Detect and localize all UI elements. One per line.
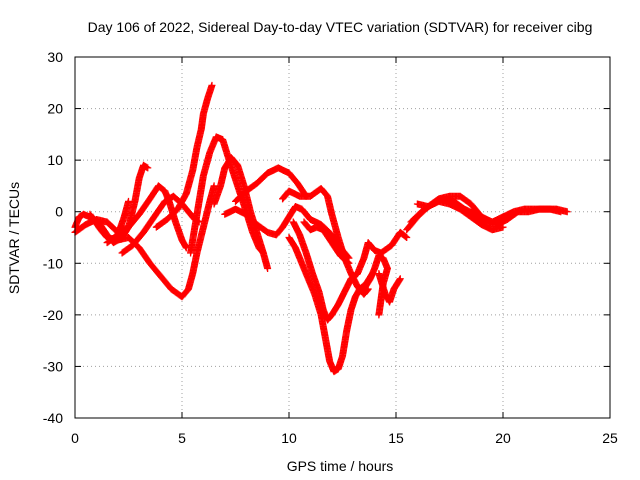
y-tick-label: 10: [47, 152, 63, 168]
x-axis-label: GPS time / hours: [287, 458, 394, 474]
data-point: [208, 81, 216, 89]
data-points: [71, 81, 571, 376]
series-track-14: [300, 218, 353, 267]
y-tick-label: -30: [43, 358, 63, 374]
y-tick-label: 30: [47, 49, 63, 65]
y-tick-label: 20: [47, 101, 63, 117]
data-point: [403, 234, 411, 241]
x-tick-label: 10: [281, 430, 297, 446]
data-point: [125, 197, 132, 205]
series-track-9: [232, 164, 310, 205]
y-axis-label: SDTVAR / TECUs: [6, 182, 22, 294]
y-tick-label: -40: [43, 410, 63, 426]
axis-ticks: 0 5 10 15 20 25 -40 -30 -20 -10 0 10 20 30: [43, 49, 618, 446]
x-tick-label: 5: [178, 430, 186, 446]
data-point: [402, 233, 410, 241]
x-tick-label: 0: [71, 430, 79, 446]
chart-title: Day 106 of 2022, Sidereal Day-to-day VTE…: [88, 19, 593, 35]
data-point: [563, 208, 571, 216]
y-tick-label: -20: [43, 307, 63, 323]
data-point: [557, 208, 565, 216]
series-track-7: [187, 133, 267, 257]
data-point: [345, 259, 353, 267]
data-point: [210, 182, 218, 190]
data-point: [396, 275, 404, 283]
series-track-17: [375, 270, 404, 306]
x-tick-label: 20: [495, 430, 511, 446]
plot-frame: [74, 56, 611, 419]
series-track-20: [407, 195, 565, 229]
data-point: [144, 164, 152, 172]
series-track-3: [103, 197, 132, 247]
y-tick-label: -10: [43, 255, 63, 271]
series-track-16: [353, 228, 411, 278]
x-tick-label: 15: [388, 430, 404, 446]
data-point: [375, 311, 383, 319]
series-track-6: [152, 81, 216, 231]
x-tick-label: 25: [602, 430, 618, 446]
data-point: [264, 264, 272, 272]
data-point: [344, 258, 352, 266]
y-tick-label: 0: [55, 204, 63, 220]
